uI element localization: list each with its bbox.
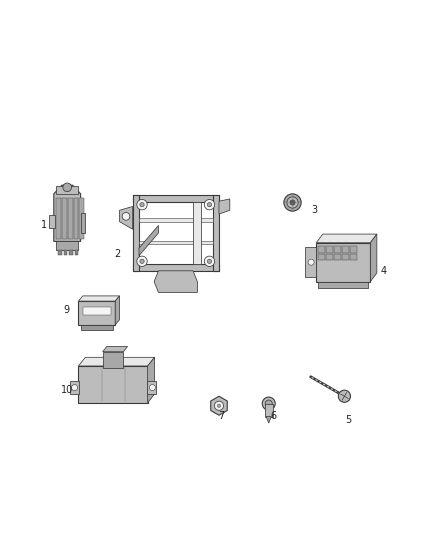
- Polygon shape: [266, 417, 271, 423]
- Circle shape: [265, 400, 272, 407]
- Bar: [326, 246, 333, 253]
- Text: 6: 6: [270, 411, 276, 421]
- Bar: [212, 195, 219, 271]
- Bar: [193, 201, 201, 264]
- Bar: [342, 254, 349, 261]
- Polygon shape: [54, 185, 81, 241]
- Bar: [75, 249, 78, 255]
- Circle shape: [137, 256, 147, 266]
- Bar: [62, 198, 67, 239]
- Text: 3: 3: [311, 205, 317, 215]
- Bar: [350, 246, 357, 253]
- Bar: [74, 198, 78, 239]
- Bar: [81, 213, 85, 233]
- Bar: [334, 246, 341, 253]
- Bar: [56, 240, 78, 250]
- Text: 1: 1: [41, 221, 47, 230]
- Circle shape: [215, 401, 223, 410]
- Bar: [49, 215, 55, 229]
- Bar: [57, 198, 61, 239]
- Polygon shape: [139, 225, 159, 256]
- Circle shape: [63, 183, 71, 192]
- Polygon shape: [115, 296, 120, 325]
- Bar: [68, 198, 73, 239]
- Circle shape: [140, 203, 144, 207]
- Circle shape: [140, 259, 144, 263]
- Bar: [350, 254, 357, 261]
- Bar: [326, 254, 333, 261]
- Circle shape: [204, 256, 215, 266]
- Circle shape: [207, 259, 212, 263]
- Circle shape: [137, 199, 147, 210]
- Text: 5: 5: [346, 415, 352, 425]
- Bar: [56, 186, 78, 194]
- Polygon shape: [219, 199, 230, 214]
- Bar: [81, 325, 113, 330]
- Bar: [305, 247, 316, 277]
- Bar: [334, 254, 341, 261]
- Polygon shape: [120, 206, 133, 229]
- Bar: [102, 352, 124, 368]
- Polygon shape: [78, 357, 155, 366]
- Bar: [133, 195, 219, 201]
- Circle shape: [149, 384, 155, 391]
- Bar: [64, 249, 67, 255]
- Bar: [318, 246, 325, 253]
- Polygon shape: [78, 296, 120, 301]
- Circle shape: [217, 404, 221, 407]
- Bar: [70, 381, 79, 394]
- Bar: [69, 249, 73, 255]
- Bar: [133, 195, 139, 271]
- Circle shape: [204, 199, 215, 210]
- Bar: [78, 301, 115, 325]
- Bar: [147, 381, 156, 394]
- Bar: [78, 366, 148, 403]
- Bar: [318, 281, 368, 288]
- Bar: [133, 264, 219, 271]
- Text: 10: 10: [60, 385, 73, 395]
- Polygon shape: [371, 234, 377, 281]
- Bar: [83, 307, 111, 316]
- Bar: [316, 243, 371, 281]
- Circle shape: [207, 203, 212, 207]
- Bar: [79, 198, 84, 239]
- Circle shape: [308, 259, 314, 265]
- Text: 2: 2: [114, 248, 120, 259]
- Text: 9: 9: [64, 305, 70, 315]
- Bar: [265, 403, 272, 417]
- Polygon shape: [316, 234, 377, 243]
- Polygon shape: [154, 271, 198, 293]
- Circle shape: [338, 390, 350, 402]
- Text: 4: 4: [380, 266, 386, 276]
- Text: 7: 7: [218, 411, 224, 421]
- Circle shape: [122, 213, 130, 220]
- Circle shape: [262, 397, 275, 410]
- Circle shape: [284, 194, 301, 211]
- Bar: [342, 246, 349, 253]
- Bar: [139, 218, 212, 222]
- Polygon shape: [211, 396, 227, 415]
- Bar: [58, 249, 62, 255]
- Polygon shape: [102, 346, 127, 352]
- Circle shape: [290, 200, 295, 205]
- Circle shape: [287, 197, 298, 208]
- Bar: [139, 241, 212, 244]
- Circle shape: [71, 384, 78, 391]
- Polygon shape: [148, 357, 155, 403]
- Bar: [318, 254, 325, 261]
